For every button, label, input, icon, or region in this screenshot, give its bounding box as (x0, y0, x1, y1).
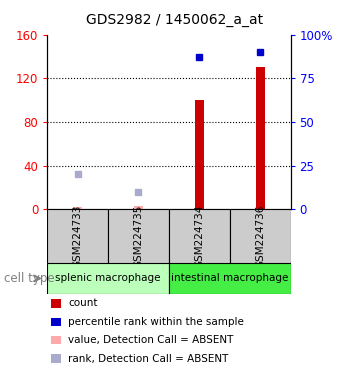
Text: GSM224736: GSM224736 (255, 204, 265, 268)
Text: rank, Detection Call = ABSENT: rank, Detection Call = ABSENT (68, 354, 229, 364)
Text: GDS2982 / 1450062_a_at: GDS2982 / 1450062_a_at (86, 13, 264, 27)
Text: GSM224733: GSM224733 (73, 204, 83, 268)
Text: count: count (68, 298, 98, 308)
Text: value, Detection Call = ABSENT: value, Detection Call = ABSENT (68, 335, 234, 345)
Bar (256, 67, 265, 209)
Bar (195, 100, 204, 209)
Text: intestinal macrophage: intestinal macrophage (171, 273, 288, 283)
Bar (169, 209, 230, 263)
Bar (169, 263, 290, 294)
Text: cell type: cell type (4, 272, 54, 285)
Bar (47, 209, 108, 263)
Bar (134, 206, 143, 209)
Bar (73, 207, 82, 209)
Text: percentile rank within the sample: percentile rank within the sample (68, 317, 244, 327)
Text: GSM224734: GSM224734 (194, 204, 204, 268)
Text: GSM224735: GSM224735 (133, 204, 143, 268)
Bar (230, 209, 290, 263)
Text: splenic macrophage: splenic macrophage (55, 273, 161, 283)
Bar (108, 209, 169, 263)
Bar (47, 263, 169, 294)
